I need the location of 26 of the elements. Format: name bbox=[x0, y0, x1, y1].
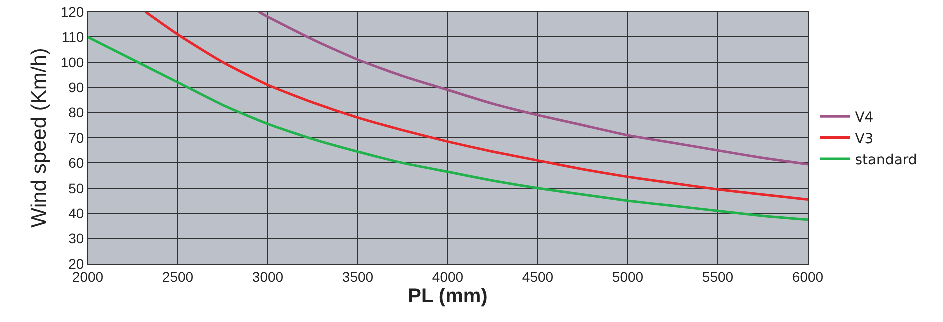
line-series bbox=[258, 12, 808, 166]
line-series bbox=[144, 12, 808, 201]
y-axis-title: Wind speed (Km/h) bbox=[28, 48, 51, 228]
x-tick-label: 6000 bbox=[792, 268, 824, 285]
legend-label: V4 bbox=[855, 110, 874, 126]
y-tick-label: 60 bbox=[68, 155, 84, 172]
x-tick-label: 3500 bbox=[342, 268, 374, 285]
legend-label: standard bbox=[855, 152, 918, 168]
x-tick-label: 5500 bbox=[702, 268, 734, 285]
x-axis-title: PL (mm) bbox=[408, 285, 488, 308]
y-tick-label: 50 bbox=[68, 180, 84, 196]
y-tick-label: 80 bbox=[68, 104, 84, 121]
x-tick-label: 4500 bbox=[522, 268, 554, 285]
y-tick-label: 110 bbox=[62, 29, 84, 46]
x-tick-label: 2500 bbox=[162, 268, 194, 285]
y-tick-label: 40 bbox=[68, 206, 84, 222]
x-tick-label: 3000 bbox=[252, 268, 284, 285]
y-tick-label: 90 bbox=[68, 80, 84, 96]
legend-label: V3 bbox=[855, 131, 874, 148]
y-tick-label: 100 bbox=[60, 54, 84, 70]
x-tick-label: 5000 bbox=[612, 268, 644, 285]
y-tick-label: 120 bbox=[60, 4, 84, 20]
line-series bbox=[88, 36, 808, 222]
y-tick-label: 30 bbox=[68, 230, 84, 247]
x-tick-label: 4000 bbox=[432, 268, 464, 285]
y-tick-label: 70 bbox=[68, 130, 84, 146]
